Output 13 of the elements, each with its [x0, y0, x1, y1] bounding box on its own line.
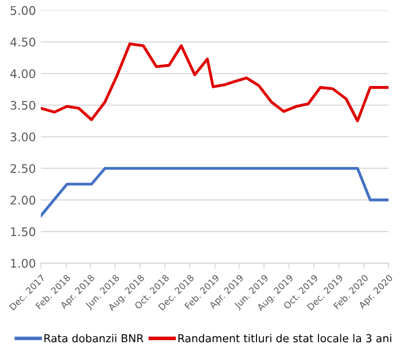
y-tick-label: 5.00	[10, 6, 36, 15]
y-tick-label: 3.50	[10, 100, 36, 110]
y-tick-label: 3.00	[10, 132, 36, 142]
legend-label: Rata dobanzii BNR	[44, 334, 144, 342]
y-tick-label: 4.50	[10, 38, 36, 47]
y-tick-label: 4.00	[10, 69, 36, 78]
y-tick-label: 2.50	[10, 164, 36, 173]
y-tick-label: 2.00	[10, 196, 36, 205]
line-series	[40, 166, 389, 218]
line-series	[40, 42, 389, 122]
legend-label: Randament titluri de stat locale la 3 ani	[178, 334, 392, 342]
y-tick-label: 1.00	[11, 258, 36, 268]
y-tick-label: 1.50	[11, 227, 36, 236]
